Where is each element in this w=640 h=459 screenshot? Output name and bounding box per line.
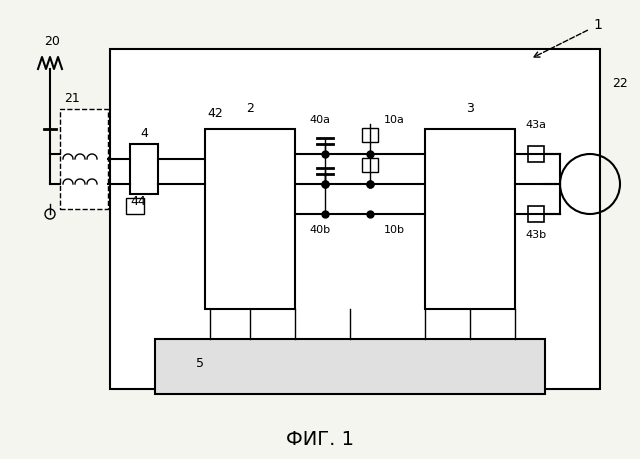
Text: 10b: 10b — [384, 224, 405, 235]
Text: 40a: 40a — [310, 115, 330, 125]
FancyBboxPatch shape — [362, 159, 378, 173]
Text: 44: 44 — [130, 195, 146, 207]
Text: 1: 1 — [593, 18, 602, 32]
FancyBboxPatch shape — [205, 130, 295, 309]
FancyBboxPatch shape — [126, 199, 144, 214]
Text: 5: 5 — [196, 356, 204, 369]
Text: 10a: 10a — [384, 115, 405, 125]
FancyBboxPatch shape — [130, 145, 158, 195]
Text: 3: 3 — [466, 102, 474, 115]
Text: 42: 42 — [207, 107, 223, 120]
FancyBboxPatch shape — [110, 50, 600, 389]
Text: 2: 2 — [246, 102, 254, 115]
FancyBboxPatch shape — [528, 207, 544, 223]
Text: 21: 21 — [64, 92, 80, 105]
FancyBboxPatch shape — [425, 130, 515, 309]
FancyBboxPatch shape — [60, 110, 108, 210]
FancyBboxPatch shape — [155, 339, 545, 394]
Text: ФИГ. 1: ФИГ. 1 — [286, 430, 354, 448]
FancyBboxPatch shape — [362, 129, 378, 143]
FancyBboxPatch shape — [528, 147, 544, 162]
Text: 40b: 40b — [309, 224, 331, 235]
Text: 4: 4 — [140, 127, 148, 140]
Text: 20: 20 — [44, 35, 60, 48]
Text: 43a: 43a — [525, 120, 547, 130]
Text: 22: 22 — [612, 77, 628, 90]
Text: 43b: 43b — [525, 230, 547, 240]
